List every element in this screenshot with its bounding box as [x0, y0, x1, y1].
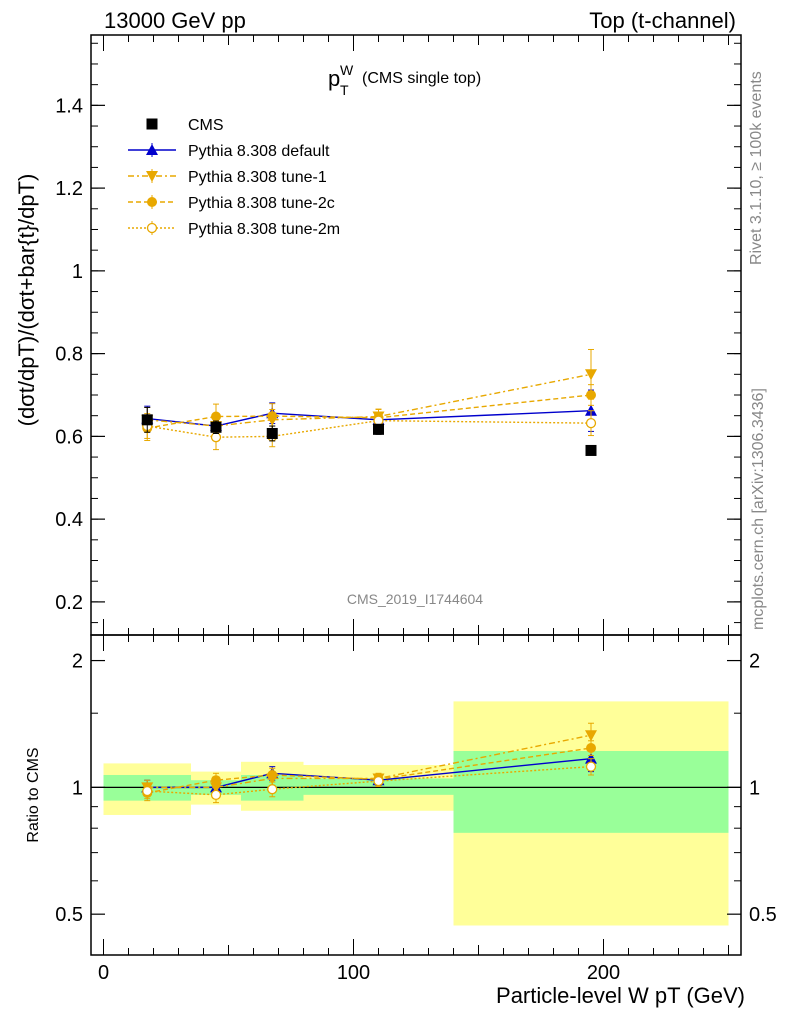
main-point-cms — [141, 414, 153, 426]
ratio-point-pythia-8-308-tune-2m — [585, 761, 597, 772]
legend-label: Pythia 8.308 tune-2c — [188, 195, 335, 212]
x-axis-label: Particle-level W pT (GeV) — [496, 983, 745, 1008]
y-axis-label-main: (dσt/dpT)/(dσt+bar{t}/dpT) — [14, 174, 39, 427]
y-tick-label-ratio: 0.5 — [55, 904, 83, 926]
y-tick-label-main: 1 — [72, 261, 83, 283]
y-tick-label-ratio-right: 2 — [749, 651, 760, 673]
y-tick-label-ratio: 1 — [72, 777, 83, 799]
ratio-point-pythia-8-308-tune-2m — [210, 789, 222, 800]
y-tick-label-ratio-right: 1 — [749, 777, 760, 799]
legend-marker — [147, 197, 157, 207]
main-point-cms — [585, 444, 597, 456]
legend-marker — [146, 222, 158, 234]
ratio-point-pythia-8-308-tune-1 — [585, 730, 597, 742]
legend-label: Pythia 8.308 tune-2m — [188, 221, 340, 238]
ratio-point-pythia-8-308-tune-2c — [586, 743, 596, 754]
y-tick-label-ratio-right: 0.5 — [749, 904, 777, 926]
ratio-point-pythia-8-308-tune-2c — [211, 775, 221, 786]
x-tick-label: 200 — [587, 962, 620, 984]
main-point-cms — [210, 421, 222, 433]
y-tick-label-main: 0.2 — [55, 592, 83, 614]
ratio-line-pythia-8-308-tune-2c — [147, 747, 592, 794]
main-panel: 0.2 0.4 0.6 0.8 1 1.2 1.4 — [55, 34, 742, 636]
ratio-point-pythia-8-308-tune-2m — [373, 775, 384, 787]
legend: CMS Pythia 8.308 default Pythia 8.308 tune… — [128, 117, 340, 238]
legend-label: CMS — [188, 117, 224, 134]
ratio-panel: 0.5 0.5 1 1 2 2 0 100 200 — [55, 634, 777, 984]
x-tick-label: 100 — [337, 962, 370, 984]
main-point-pythia-8-308-tune-2m — [210, 432, 222, 443]
main-point-pythia-8-308-tune-2m — [585, 417, 597, 429]
y-axis-label-ratio: Ratio to CMS — [25, 747, 42, 842]
main-point-pythia-8-308-tune-1 — [585, 369, 597, 381]
legend-marker — [146, 171, 158, 182]
plot-title-sub: T — [340, 82, 349, 98]
main-point-pythia-8-308-tune-2c — [211, 411, 221, 422]
ratio-frame — [90, 634, 742, 956]
y-tick-label-ratio: 2 — [72, 651, 83, 673]
y-tick-label-main: 0.6 — [55, 426, 83, 448]
main-point-pythia-8-308-tune-2c — [586, 390, 596, 400]
watermark: CMS_2019_I1744604 — [347, 591, 483, 607]
main-point-pythia-8-308-tune-2c — [267, 411, 278, 422]
y-tick-label-main: 1.2 — [55, 178, 83, 200]
side-label-bottom: mcplots.cern.ch [arXiv:1306.3436] — [750, 388, 767, 630]
plot-title-rest: (CMS single top) — [362, 70, 481, 87]
ratio-line-pythia-8-308-tune-1 — [147, 734, 592, 789]
header-left: 13000 GeV pp — [104, 8, 246, 33]
main-point-pythia-8-308-tune-2m — [373, 415, 384, 426]
plot-title-sup: W — [340, 62, 354, 78]
main-point-cms — [266, 427, 278, 439]
side-label-top: Rivet 3.1.10, ≥ 100k events — [748, 71, 765, 265]
plot-title-main: p — [328, 66, 340, 91]
plot-title: p W T (CMS single top) — [328, 62, 481, 98]
y-tick-label-main: 0.8 — [55, 344, 83, 366]
header-right: Top (t-channel) — [589, 8, 736, 33]
y-tick-label-main: 0.4 — [55, 509, 83, 531]
legend-label: Pythia 8.308 tune-1 — [188, 169, 327, 186]
legend-label: Pythia 8.308 default — [188, 143, 330, 160]
legend-marker — [146, 118, 158, 130]
x-tick-label: 0 — [98, 962, 109, 984]
y-tick-label-main: 1.4 — [55, 95, 83, 117]
main-line-pythia-8-308-tune-1 — [147, 373, 592, 427]
ratio-point-pythia-8-308-tune-2c — [267, 769, 278, 780]
ratio-point-pythia-8-308-tune-2m — [142, 785, 153, 797]
main-point-cms — [373, 423, 384, 435]
ratio-point-pythia-8-308-tune-2m — [267, 784, 278, 795]
legend-marker — [146, 144, 158, 155]
